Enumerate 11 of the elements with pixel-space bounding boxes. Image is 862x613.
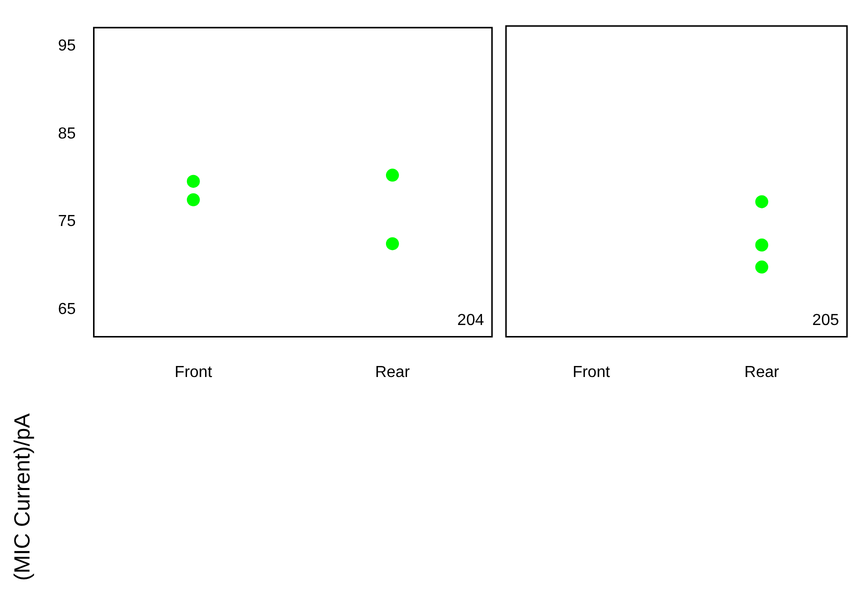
y-tick-label: 65 xyxy=(58,300,76,318)
x-tick-label: Rear xyxy=(375,364,410,381)
annotation: 205 xyxy=(812,312,840,330)
x-tick-label: Front xyxy=(174,364,213,381)
x-tick-label: Rear xyxy=(744,364,780,381)
annotation: 204 xyxy=(457,312,484,330)
y-tick-label: 95 xyxy=(58,37,76,54)
x-tick-label: Front xyxy=(572,364,610,381)
y-tick-label: 75 xyxy=(58,213,76,230)
y-axis-title: (MIC Current)/pA xyxy=(10,412,36,580)
y-tick-label: 85 xyxy=(58,125,76,142)
